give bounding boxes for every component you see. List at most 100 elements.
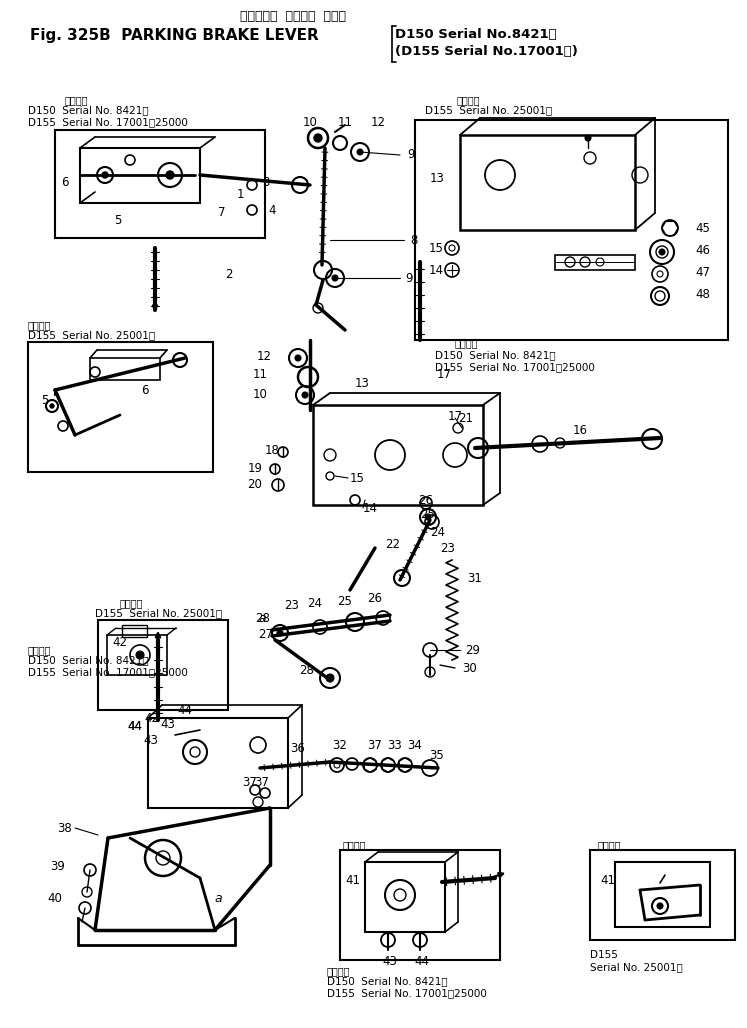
Text: a: a — [258, 612, 266, 624]
Circle shape — [136, 651, 144, 659]
Text: 32: 32 — [332, 739, 347, 752]
Text: 12: 12 — [371, 115, 385, 128]
Text: 適用号機: 適用号機 — [455, 338, 479, 348]
Text: 2: 2 — [225, 268, 232, 282]
Text: パーキング  ブレーキ  レバー: パーキング ブレーキ レバー — [240, 10, 346, 23]
Text: 42: 42 — [113, 635, 128, 649]
Text: 26: 26 — [368, 592, 382, 605]
Text: D155: D155 — [590, 950, 618, 960]
Text: 28: 28 — [255, 612, 270, 624]
Circle shape — [332, 276, 338, 281]
Circle shape — [425, 514, 431, 520]
Text: 34: 34 — [408, 739, 423, 752]
Text: D150  Serial No. 8421～: D150 Serial No. 8421～ — [28, 105, 149, 115]
Text: D155  Serial No. 17001～25000: D155 Serial No. 17001～25000 — [435, 362, 595, 372]
Circle shape — [357, 149, 363, 155]
Circle shape — [659, 249, 665, 255]
Text: 13: 13 — [430, 172, 445, 184]
Bar — [55, 130, 265, 238]
Text: D150  Serial No. 8421～: D150 Serial No. 8421～ — [327, 976, 447, 986]
Text: 35: 35 — [430, 749, 444, 762]
Bar — [415, 120, 728, 340]
Text: 21: 21 — [458, 411, 473, 425]
Text: 10: 10 — [303, 115, 317, 128]
Text: 41: 41 — [345, 874, 360, 886]
Text: D150  Serial No. 8421～: D150 Serial No. 8421～ — [28, 655, 149, 665]
Text: 38: 38 — [58, 821, 72, 835]
Text: 15: 15 — [429, 242, 444, 255]
Text: 11: 11 — [253, 368, 268, 381]
Text: D155  Serial No. 17001～25000: D155 Serial No. 17001～25000 — [327, 988, 487, 998]
Text: D155  Serial No. 25001～: D155 Serial No. 25001～ — [425, 105, 552, 115]
Text: 44: 44 — [415, 955, 430, 968]
Text: 23: 23 — [285, 599, 300, 612]
Text: 3: 3 — [262, 177, 270, 189]
Text: a: a — [214, 891, 222, 905]
Bar — [148, 718, 288, 808]
Text: 47: 47 — [695, 265, 710, 279]
Text: 23: 23 — [440, 542, 455, 554]
Text: 36: 36 — [291, 741, 306, 755]
Circle shape — [314, 134, 322, 142]
Text: 27: 27 — [258, 628, 273, 641]
Text: 9: 9 — [405, 271, 412, 285]
Text: 43: 43 — [382, 955, 397, 968]
Text: 14: 14 — [363, 502, 378, 514]
Text: 10: 10 — [253, 389, 268, 402]
Text: 19: 19 — [248, 462, 263, 475]
Text: 6: 6 — [141, 383, 149, 397]
Text: 適用号機: 適用号機 — [28, 645, 52, 655]
Bar — [555, 255, 635, 270]
Text: 17: 17 — [437, 368, 452, 381]
Text: 適用号機: 適用号機 — [327, 966, 350, 976]
Text: 43: 43 — [161, 718, 176, 731]
Text: 24: 24 — [308, 597, 323, 610]
Text: D155  Serial No. 17001～25000: D155 Serial No. 17001～25000 — [28, 667, 188, 677]
Text: 44: 44 — [178, 703, 193, 717]
Text: 適用号機: 適用号機 — [457, 95, 480, 105]
Circle shape — [295, 355, 301, 361]
Circle shape — [50, 404, 54, 408]
Text: 9: 9 — [407, 148, 415, 161]
Bar — [90, 358, 160, 380]
Text: 41: 41 — [600, 874, 615, 886]
Bar — [28, 342, 213, 472]
Circle shape — [585, 135, 591, 141]
Text: 44: 44 — [127, 720, 142, 733]
Text: 39: 39 — [50, 860, 65, 874]
Text: 42: 42 — [144, 711, 160, 725]
Text: 33: 33 — [388, 739, 403, 752]
Text: 29: 29 — [465, 644, 480, 657]
Text: D150 Serial No.8421～: D150 Serial No.8421～ — [395, 28, 557, 41]
Text: 5: 5 — [114, 214, 122, 226]
Text: 25: 25 — [338, 595, 353, 608]
Text: 適用号機: 適用号機 — [598, 840, 622, 850]
Circle shape — [102, 172, 108, 178]
Text: 16: 16 — [573, 424, 588, 437]
Text: 37: 37 — [255, 775, 270, 788]
Text: 6: 6 — [61, 176, 69, 188]
Text: D155  Serial No. 17001～25000: D155 Serial No. 17001～25000 — [28, 117, 188, 127]
Text: 適用号機: 適用号機 — [65, 95, 88, 105]
Text: 14: 14 — [429, 263, 444, 277]
Text: 4: 4 — [268, 204, 276, 217]
Text: (D155 Serial No.17001～): (D155 Serial No.17001～) — [395, 45, 578, 58]
Bar — [98, 620, 228, 710]
Text: 7: 7 — [218, 207, 226, 220]
Text: 37: 37 — [243, 775, 258, 788]
Bar — [615, 862, 710, 927]
Text: 22: 22 — [385, 539, 400, 551]
Text: 8: 8 — [410, 233, 418, 247]
Text: 24: 24 — [430, 525, 445, 539]
Text: 15: 15 — [350, 472, 365, 484]
Text: D155  Serial No. 25001～: D155 Serial No. 25001～ — [95, 608, 222, 618]
Text: 適用号機: 適用号機 — [343, 840, 367, 850]
Bar — [590, 850, 735, 940]
Text: 5: 5 — [41, 394, 49, 406]
Text: 18: 18 — [265, 443, 280, 456]
Text: 31: 31 — [467, 572, 482, 585]
Text: 43: 43 — [143, 734, 158, 746]
Bar — [80, 148, 200, 203]
Circle shape — [166, 171, 174, 179]
Text: 45: 45 — [695, 221, 710, 234]
